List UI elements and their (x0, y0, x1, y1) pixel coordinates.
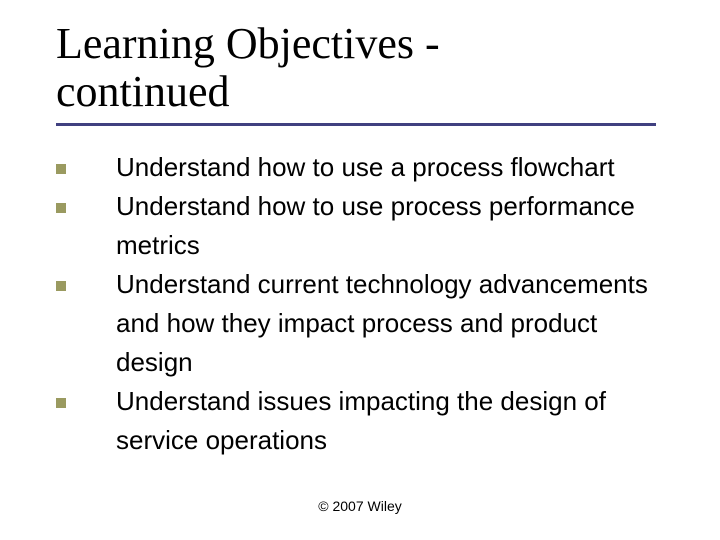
title-line-1: Learning Objectives - (56, 19, 440, 68)
list-item-text: Understand current technology advancemen… (116, 265, 670, 382)
list-item-text: Understand issues impacting the design o… (116, 382, 670, 460)
square-bullet-icon (56, 164, 66, 174)
list-item-text: Understand how to use a process flowchar… (116, 148, 615, 187)
square-bullet-icon (56, 398, 66, 408)
square-bullet-icon (56, 203, 66, 213)
list-item-text: Understand how to use process performanc… (116, 187, 670, 265)
title-line-2: continued (56, 67, 230, 116)
title-divider (56, 123, 656, 126)
copyright-footer: © 2007 Wiley (0, 498, 720, 514)
square-bullet-icon (56, 281, 66, 291)
list-item: Understand how to use process performanc… (56, 187, 670, 265)
list-item: Understand issues impacting the design o… (56, 382, 670, 460)
slide: Learning Objectives - continued Understa… (0, 0, 720, 540)
list-item: Understand how to use a process flowchar… (56, 148, 670, 187)
content-list: Understand how to use a process flowchar… (56, 148, 680, 460)
list-item: Understand current technology advancemen… (56, 265, 670, 382)
slide-title: Learning Objectives - continued (56, 20, 680, 115)
